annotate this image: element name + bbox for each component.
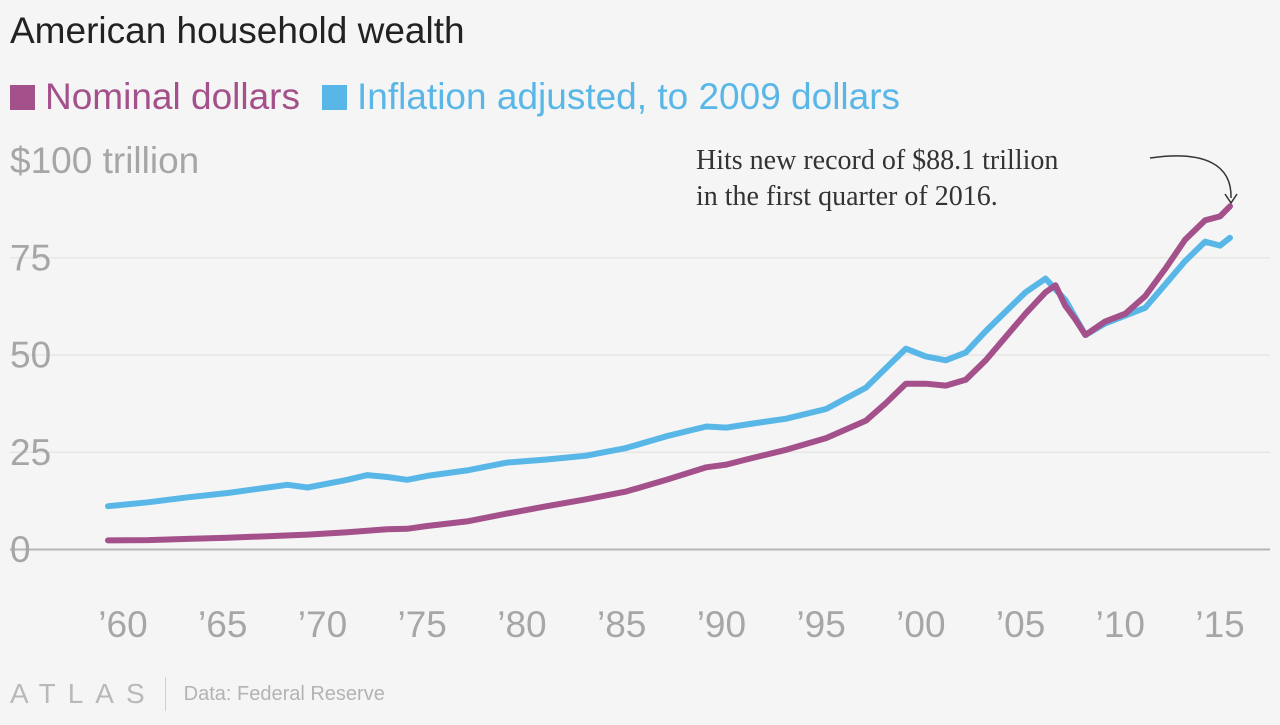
x-tick-label: ’65 [198,604,247,645]
legend: Nominal dollars Inflation adjusted, to 2… [10,76,922,118]
x-tick-label: ’85 [597,604,646,645]
footer-divider [164,677,166,711]
x-tick-label: ’05 [996,604,1045,645]
x-tick-label: ’80 [497,604,546,645]
legend-label-inflation-adjusted: Inflation adjusted, to 2009 dollars [357,76,901,117]
y-tick-label: 50 [10,335,51,376]
series-line-nominal [105,203,1233,544]
record-annotation: Hits new record of $88.1 trillion in the … [696,145,1238,212]
series-lines [105,203,1233,544]
annotation-text: Hits new record of $88.1 trillion [696,145,1058,176]
y-axis-ticks: 0 25 50 75 $100 trillion [10,140,199,570]
x-tick-label: ’70 [298,604,347,645]
annotation-text: in the first quarter of 2016. [696,181,998,212]
x-tick-label: ’10 [1096,604,1145,645]
legend-label-nominal: Nominal dollars [45,76,300,117]
y-tick-label: 0 [10,529,31,570]
x-tick-label: ’75 [398,604,447,645]
data-source: Data: Federal Reserve [183,682,385,705]
x-tick-label: ’90 [697,604,746,645]
y-tick-label: $100 trillion [10,140,199,181]
legend-swatch-nominal [10,84,35,110]
annotation-arrowhead [1224,193,1238,205]
x-tick-label: ’00 [896,604,945,645]
footer: ATLAS Data: Federal Reserve [10,674,385,714]
grid-lines [10,257,1270,551]
x-tick-label: ’95 [796,604,845,645]
chart-title: American household wealth [10,10,465,51]
y-tick-label: 25 [10,432,51,473]
legend-item-nominal: Nominal dollars [10,76,300,118]
x-tick-label: ’60 [98,604,147,645]
x-tick-label: ’15 [1195,604,1244,645]
series-line-inflation-adjusted [105,234,1233,510]
x-axis-ticks: ’60 ’65 ’70 ’75 ’80 ’85 ’90 ’95 ’00 ’05 ’10 ’15 [98,604,1244,645]
legend-item-inflation-adjusted: Inflation adjusted, to 2009 dollars [322,76,900,118]
atlas-logo: ATLAS [10,678,157,709]
annotation-arrow [1149,155,1232,199]
legend-swatch-inflation-adjusted [322,84,347,110]
y-tick-label: 75 [10,237,51,278]
